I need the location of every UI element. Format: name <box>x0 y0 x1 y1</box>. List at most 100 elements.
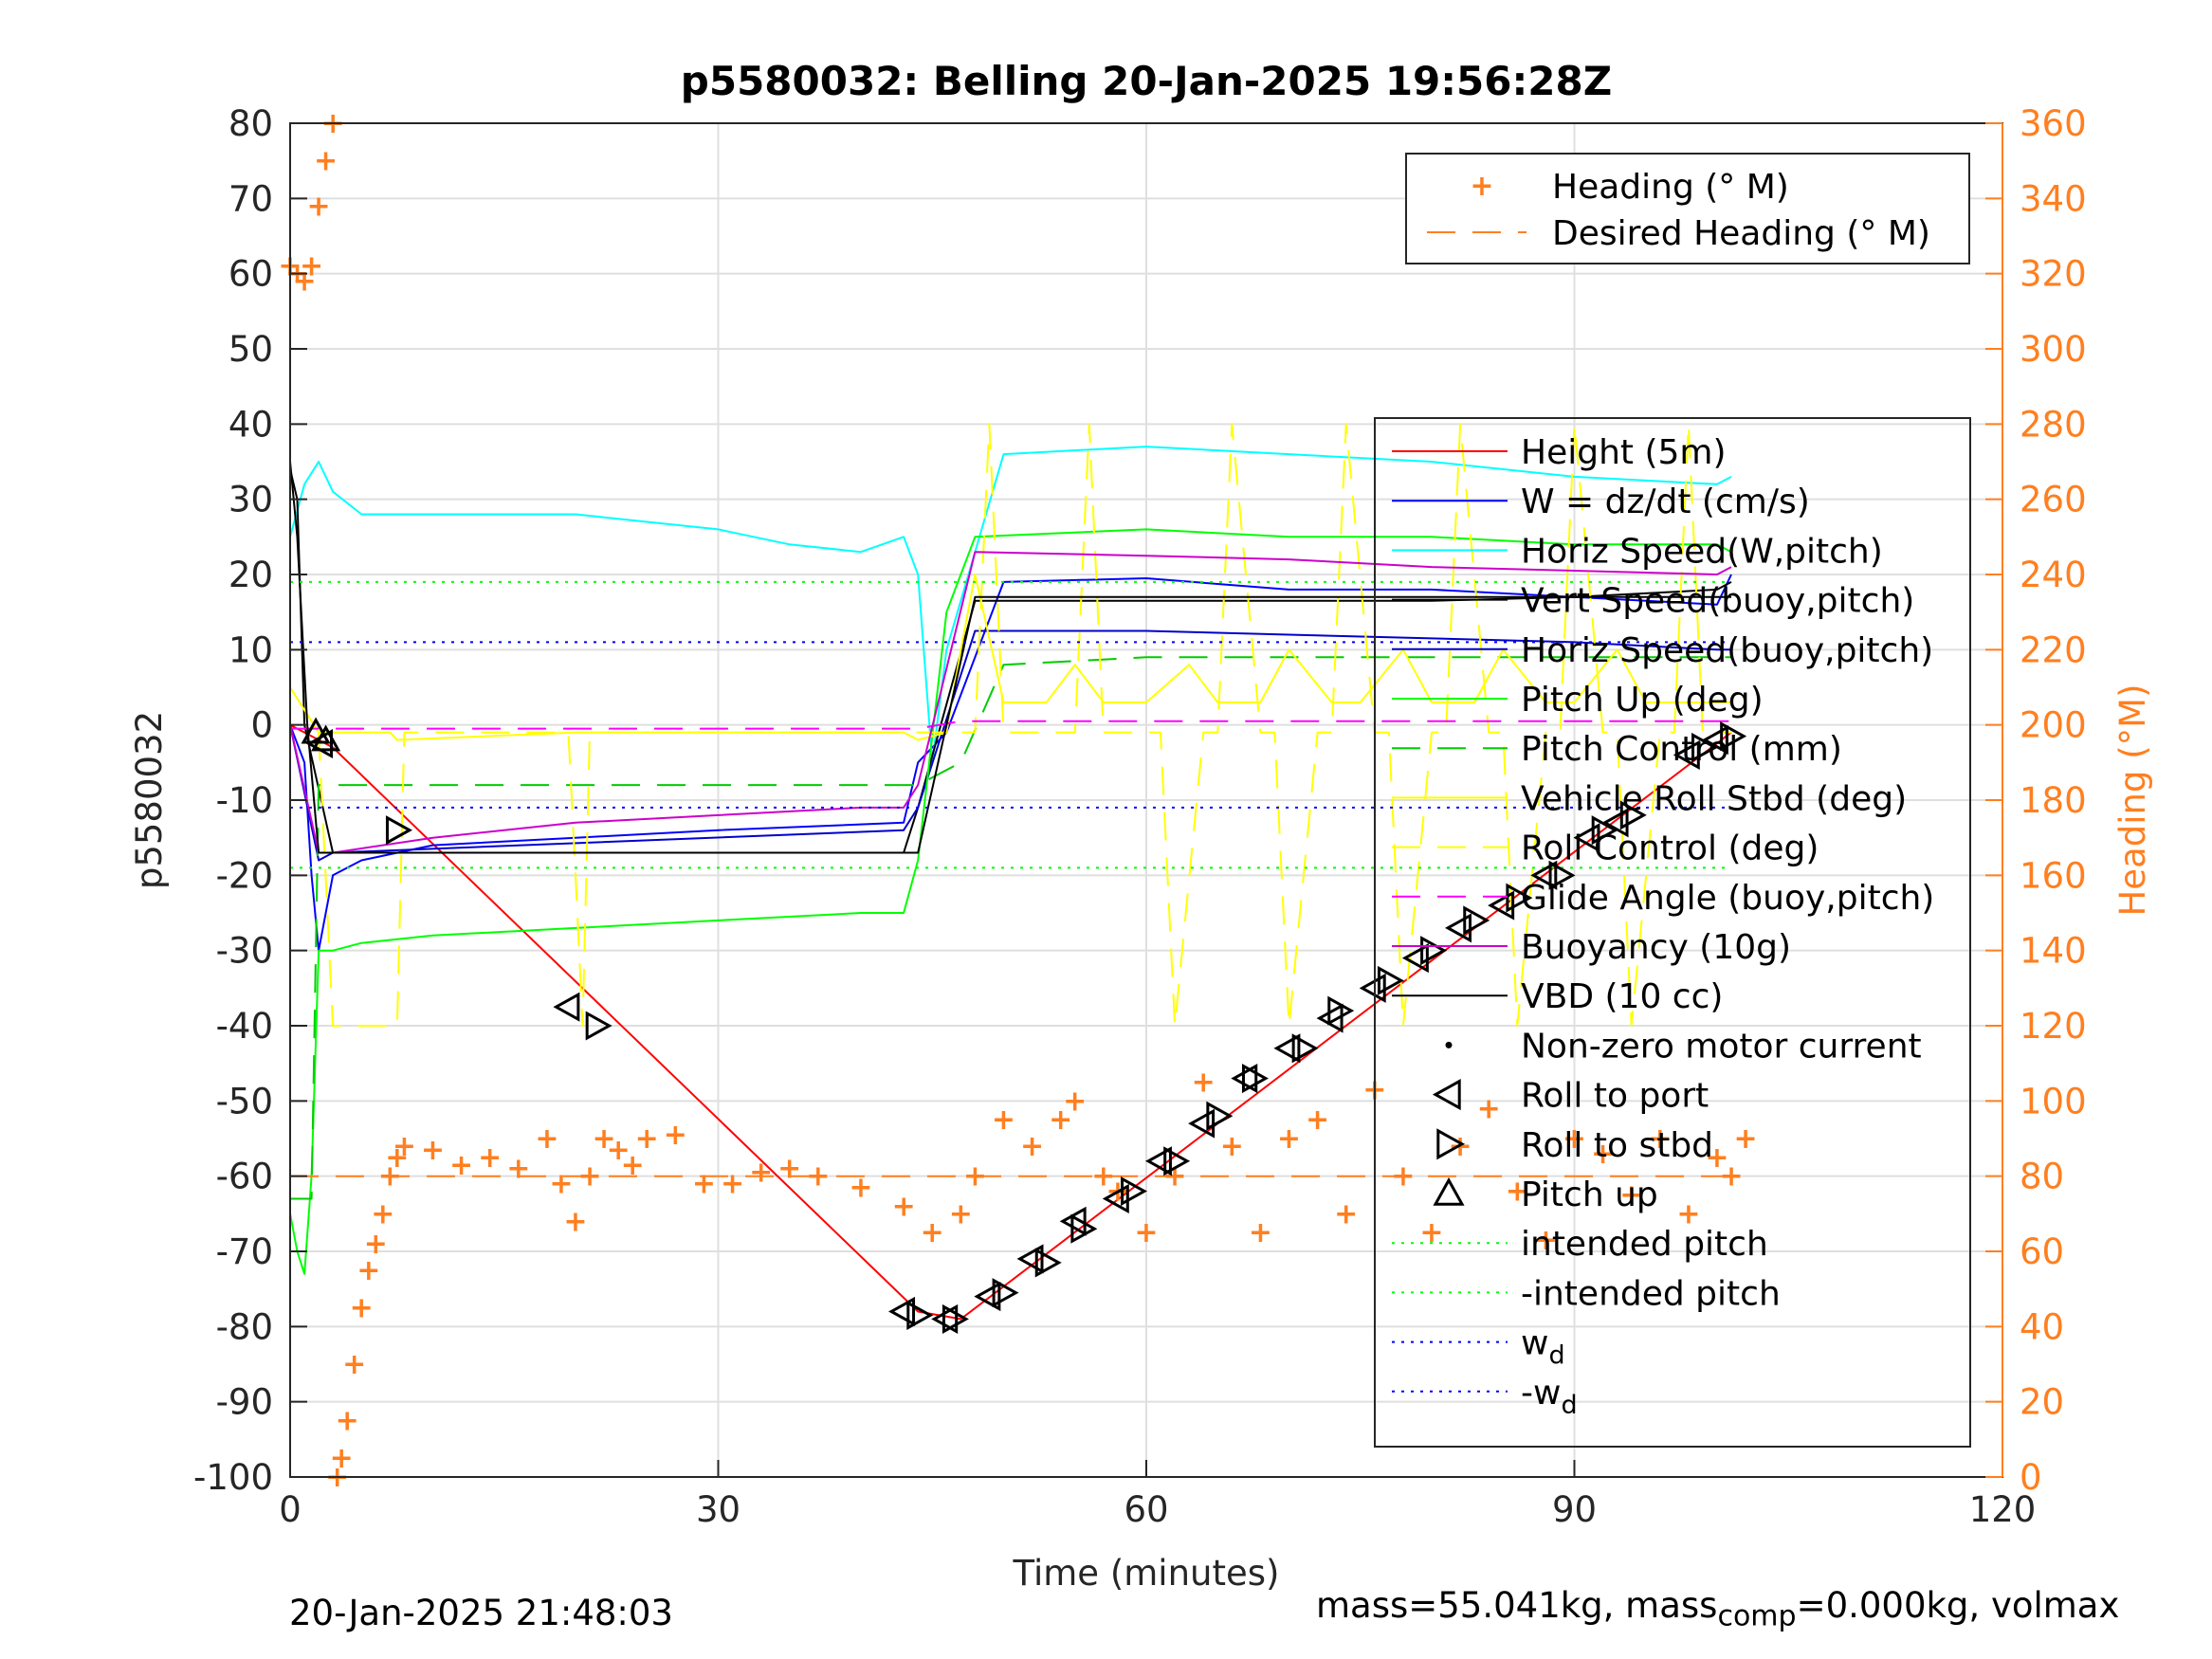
roll-to-stbd-marker <box>1070 1213 1098 1244</box>
legend-heading: + Heading (° M) Desired Heading (° M) <box>1405 153 1970 264</box>
y-tick-label-right: 60 <box>2020 1231 2064 1272</box>
heading-point: + <box>1334 1197 1358 1231</box>
legend-main-label: Roll to stbd <box>1521 1126 1713 1165</box>
y-tick-label-left: -70 <box>216 1231 273 1272</box>
legend-main-label-text: w <box>1521 1324 1548 1363</box>
y-tick-label-left: 80 <box>229 103 273 144</box>
roll-to-stbd-marker <box>906 1300 934 1330</box>
series-vehicle-roll-stbd-deg <box>289 574 1731 741</box>
footer-right-subscript: comp <box>1717 1599 1797 1633</box>
roll-to-stbd-marker <box>1377 965 1404 995</box>
legend-main-box <box>1374 417 1971 1448</box>
heading-point: + <box>1220 1130 1244 1163</box>
y-tick-label-right: 160 <box>2020 855 2087 896</box>
roll-to-port-marker <box>1701 724 1728 756</box>
x-tick-label: 0 <box>279 1489 302 1530</box>
heading-point: + <box>350 1292 374 1325</box>
pitch-up-marker <box>301 717 331 744</box>
heading-point: + <box>356 1254 380 1287</box>
legend-main-label-text: Buoyancy (10g) <box>1521 928 1791 967</box>
y-tick-label-left: 10 <box>229 629 273 670</box>
heading-point: + <box>421 1134 445 1167</box>
roll-to-port-marker <box>1573 823 1600 853</box>
y-tick-label-right: 180 <box>2020 780 2087 821</box>
legend-main-label-text: Roll to stbd <box>1521 1126 1713 1165</box>
legend-main-label-text: Pitch Up (deg) <box>1521 681 1764 720</box>
y-tick-label-left: 30 <box>229 480 273 520</box>
heading-point: + <box>300 250 323 283</box>
y-tick-label-left: -100 <box>193 1457 273 1498</box>
roll-to-port-marker <box>1488 890 1515 921</box>
roll-to-stbd-marker <box>1206 1101 1234 1131</box>
y-tick-label-right: 100 <box>2020 1081 2087 1121</box>
footer-right-prefix: mass=55.041kg, mass <box>1316 1585 1718 1626</box>
legend-main-label: VBD (10 cc) <box>1521 977 1723 1016</box>
heading-point: + <box>1676 1197 1700 1231</box>
series-height-5m <box>289 723 1732 1321</box>
y-axis-label-left: p5580032 <box>129 711 170 889</box>
roll-to-stbd-marker <box>1327 995 1355 1026</box>
series-buoyancy-10g <box>289 551 1732 854</box>
roll-to-stbd-marker <box>1619 800 1647 830</box>
heading-point: + <box>1249 1216 1272 1249</box>
footer-right-suffix: =0.000kg, volmax <box>1796 1585 2120 1626</box>
heading-point: + <box>1063 1085 1087 1118</box>
roll-to-port-marker <box>974 1282 1001 1312</box>
legend-heading-label: Desired Heading (° M) <box>1552 214 1930 253</box>
roll-to-port-marker <box>1445 913 1472 943</box>
roll-to-stbd-marker <box>1121 1176 1148 1207</box>
y-tick-label-right: 80 <box>2020 1157 2064 1197</box>
heading-point: + <box>721 1168 744 1201</box>
roll-to-port-marker <box>931 1304 959 1334</box>
legend-motor-dot <box>1445 1041 1453 1048</box>
y-tick-label-left: -60 <box>216 1157 273 1197</box>
legend-subscript: d <box>1561 1391 1577 1420</box>
series-horiz-speed-w-pitch <box>289 446 1732 764</box>
y-tick-label-left: 60 <box>229 254 273 295</box>
y-tick-label-left: -10 <box>216 780 273 821</box>
heading-point: + <box>1277 1122 1301 1156</box>
y-tick-label-left: -30 <box>216 931 273 972</box>
heading-point: + <box>314 145 338 178</box>
y-tick-label-right: 220 <box>2020 629 2087 670</box>
legend-main-label: Horiz Speed(W,pitch) <box>1521 532 1883 571</box>
heading-point: + <box>292 265 316 299</box>
heading-point: + <box>1563 1122 1586 1156</box>
roll-to-stbd-marker <box>992 1278 1019 1308</box>
heading-point: + <box>364 1228 388 1261</box>
heading-point: + <box>342 1348 366 1381</box>
heading-point: + <box>1534 1224 1558 1257</box>
legend-marker-swatch <box>1432 1079 1461 1111</box>
legend-main-label-text: Horiz Speed(buoy,pitch) <box>1521 631 1933 670</box>
legend-main-label: Pitch Control (mm) <box>1521 730 1842 769</box>
heading-point: + <box>371 1197 394 1231</box>
legend-main-label-text: Vert Speed(buoy,pitch) <box>1521 582 1914 621</box>
series-vbd-10-cc <box>289 461 1731 854</box>
y-tick-label-right: 40 <box>2020 1306 2064 1347</box>
legend-marker-swatch <box>1436 1128 1466 1160</box>
x-tick-label: 90 <box>1552 1489 1597 1530</box>
legend-marker-swatch <box>1433 1176 1465 1206</box>
y-tick-label-left: -20 <box>216 855 273 896</box>
y-tick-label-right: 120 <box>2020 1006 2087 1047</box>
legend-main-label: Pitch Up (deg) <box>1521 681 1764 720</box>
legend-main-label: Vehicle Roll Stbd (deg) <box>1521 779 1907 818</box>
roll-to-stbd-marker <box>1163 1146 1191 1176</box>
roll-to-stbd-marker <box>585 1011 612 1041</box>
heading-point: + <box>563 1205 587 1238</box>
series-glide-angle-buoy-pitch <box>290 720 1731 730</box>
heading-point: + <box>478 1141 502 1175</box>
roll-to-stbd-marker <box>1548 860 1576 890</box>
legend-main-label-text: intended pitch <box>1521 1225 1768 1264</box>
roll-to-port-marker <box>1673 739 1700 770</box>
heading-point: + <box>777 1153 801 1186</box>
roll-to-port-marker <box>1316 1003 1344 1033</box>
roll-to-port-marker <box>1530 860 1558 890</box>
legend-main-label: W = dz/dt (cm/s) <box>1521 483 1810 521</box>
roll-to-stbd-marker <box>941 1304 969 1334</box>
heading-point: + <box>1734 1122 1758 1156</box>
heading-point: + <box>393 1130 416 1163</box>
y-tick-label-left: 20 <box>229 555 273 595</box>
y-tick-label-left: 0 <box>250 705 273 746</box>
